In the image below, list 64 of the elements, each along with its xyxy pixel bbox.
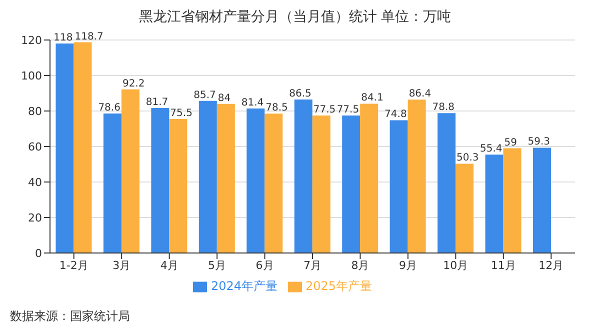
- data-label: 78.8: [432, 102, 455, 114]
- y-tick-label: 100: [21, 69, 42, 82]
- x-tick-label: 6月: [256, 258, 274, 272]
- x-tick-label: 12月: [538, 258, 564, 272]
- bar: [198, 100, 217, 253]
- bar: [456, 164, 474, 253]
- x-tick-label: 9月: [398, 258, 417, 272]
- data-label: 92.2: [122, 78, 145, 90]
- bar: [56, 44, 74, 253]
- data-label: 81.7: [146, 96, 168, 108]
- bar: [312, 115, 330, 253]
- y-tick-label: 0: [35, 246, 42, 260]
- chart-title: 黑龙江省钢材产量分月（当月值）统计 单位：万吨: [138, 8, 452, 26]
- y-tick-label: 60: [28, 140, 42, 154]
- y-tick-label: 80: [28, 104, 42, 118]
- x-tick-label: 11月: [490, 258, 516, 272]
- data-label: 84.1: [361, 92, 384, 104]
- data-label: 81.4: [241, 98, 264, 109]
- data-label: 86.4: [408, 88, 432, 100]
- bar: [485, 154, 504, 253]
- x-tick-label: 7月: [304, 258, 322, 272]
- bar: [503, 148, 522, 253]
- data-label: 77.5: [336, 104, 360, 116]
- bar: [216, 104, 235, 253]
- source-note: 数据来源：国家统计局: [10, 308, 130, 325]
- y-tick-label: 20: [28, 211, 42, 224]
- y-tick-label: 120: [21, 34, 42, 47]
- bar: [390, 120, 408, 253]
- bar: [438, 113, 456, 253]
- bar: [151, 108, 170, 253]
- bar: [264, 114, 283, 253]
- data-label: 86.5: [289, 88, 312, 100]
- bar: [408, 100, 426, 253]
- data-label: 78.6: [98, 102, 120, 114]
- data-label: 59.3: [528, 136, 550, 148]
- x-tick-label: 5月: [208, 258, 226, 272]
- x-tick-label: 10月: [443, 258, 468, 272]
- x-tick-label: 3月: [112, 258, 131, 272]
- bar: [246, 108, 265, 253]
- data-label: 85.7: [194, 90, 216, 101]
- data-label: 78.5: [266, 102, 288, 114]
- bar: [342, 115, 360, 253]
- data-label: 118: [54, 32, 73, 44]
- bar: [360, 104, 378, 253]
- legend-label: 2025年产量: [306, 279, 372, 293]
- bar: [294, 99, 312, 253]
- data-label: 50.3: [456, 152, 479, 164]
- data-label: 75.5: [170, 108, 192, 119]
- data-label: 118.7: [74, 31, 104, 42]
- data-label: 84: [218, 92, 231, 104]
- data-label: 55.4: [480, 144, 502, 155]
- bar: [533, 148, 551, 253]
- data-label: 74.8: [384, 109, 407, 120]
- x-tick-label: 1-2月: [59, 258, 88, 272]
- bar: [74, 42, 92, 253]
- data-label: 77.5: [313, 104, 336, 116]
- x-tick-label: 8月: [351, 258, 370, 272]
- data-label: 59: [504, 137, 518, 148]
- y-tick-label: 40: [28, 176, 42, 189]
- bar: [121, 89, 140, 253]
- bar: [169, 118, 188, 253]
- bar: [103, 113, 122, 253]
- x-tick-label: 4月: [160, 258, 178, 272]
- legend-label: 2024年产量: [210, 279, 278, 293]
